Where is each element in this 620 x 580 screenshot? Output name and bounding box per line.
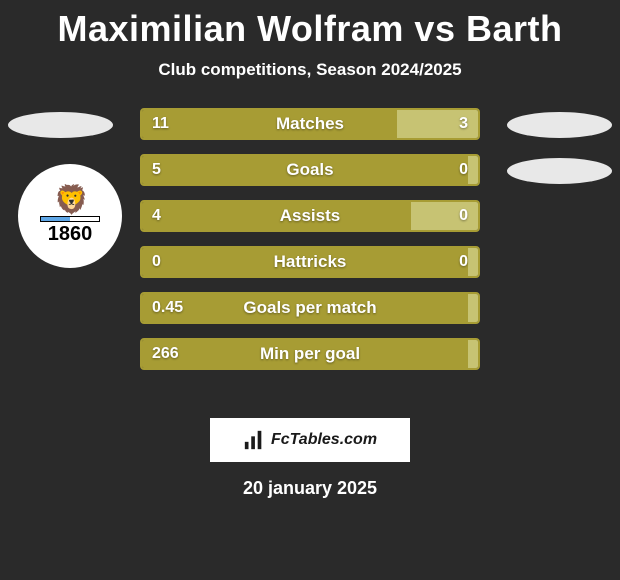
- stat-left-value: 5: [152, 161, 161, 179]
- club-logo-placeholder-right: [507, 158, 612, 184]
- stat-left-segment: 5: [142, 156, 468, 184]
- page-subtitle: Club competitions, Season 2024/2025: [0, 60, 620, 80]
- stat-bars: 113Matches50Goals40Assists00Hattricks0.4…: [140, 108, 480, 384]
- stat-left-segment: 0.45: [142, 294, 468, 322]
- stat-left-value: 4: [152, 207, 161, 225]
- crest-flag-icon: [40, 216, 100, 222]
- page-title: Maximilian Wolfram vs Barth: [0, 0, 620, 50]
- stat-right-value: 3: [459, 115, 468, 133]
- stat-right-segment: 3: [397, 110, 478, 138]
- stat-right-value: 0: [459, 253, 468, 271]
- stat-left-segment: 266: [142, 340, 468, 368]
- stat-row: 00Hattricks: [140, 246, 480, 278]
- stat-right-segment: [468, 294, 478, 322]
- stat-left-value: 266: [152, 345, 179, 363]
- brand-text: FcTables.com: [271, 431, 377, 449]
- stat-right-value: 0: [459, 207, 468, 225]
- stat-right-segment: 0: [468, 156, 478, 184]
- bars-icon: [243, 429, 265, 451]
- stat-row: 113Matches: [140, 108, 480, 140]
- club-crest-left: 🦁 1860: [18, 164, 122, 268]
- stat-right-segment: [468, 340, 478, 368]
- stat-right-segment: 0: [411, 202, 478, 230]
- stat-right-value: 0: [459, 161, 468, 179]
- brand-badge: FcTables.com: [210, 418, 410, 462]
- stat-left-value: 11: [152, 115, 169, 133]
- date-text: 20 january 2025: [0, 478, 620, 499]
- stat-row: 50Goals: [140, 154, 480, 186]
- crest-lion-icon: 🦁: [54, 186, 86, 214]
- stat-left-segment: 0: [142, 248, 468, 276]
- stat-row: 0.45Goals per match: [140, 292, 480, 324]
- stat-row: 266Min per goal: [140, 338, 480, 370]
- stat-right-segment: 0: [468, 248, 478, 276]
- player-photo-placeholder-right: [507, 112, 612, 138]
- crest-year: 1860: [48, 223, 93, 246]
- stat-left-value: 0: [152, 253, 161, 271]
- player-photo-placeholder-left: [8, 112, 113, 138]
- stat-left-value: 0.45: [152, 299, 183, 317]
- stat-row: 40Assists: [140, 200, 480, 232]
- stat-left-segment: 11: [142, 110, 397, 138]
- stat-left-segment: 4: [142, 202, 411, 230]
